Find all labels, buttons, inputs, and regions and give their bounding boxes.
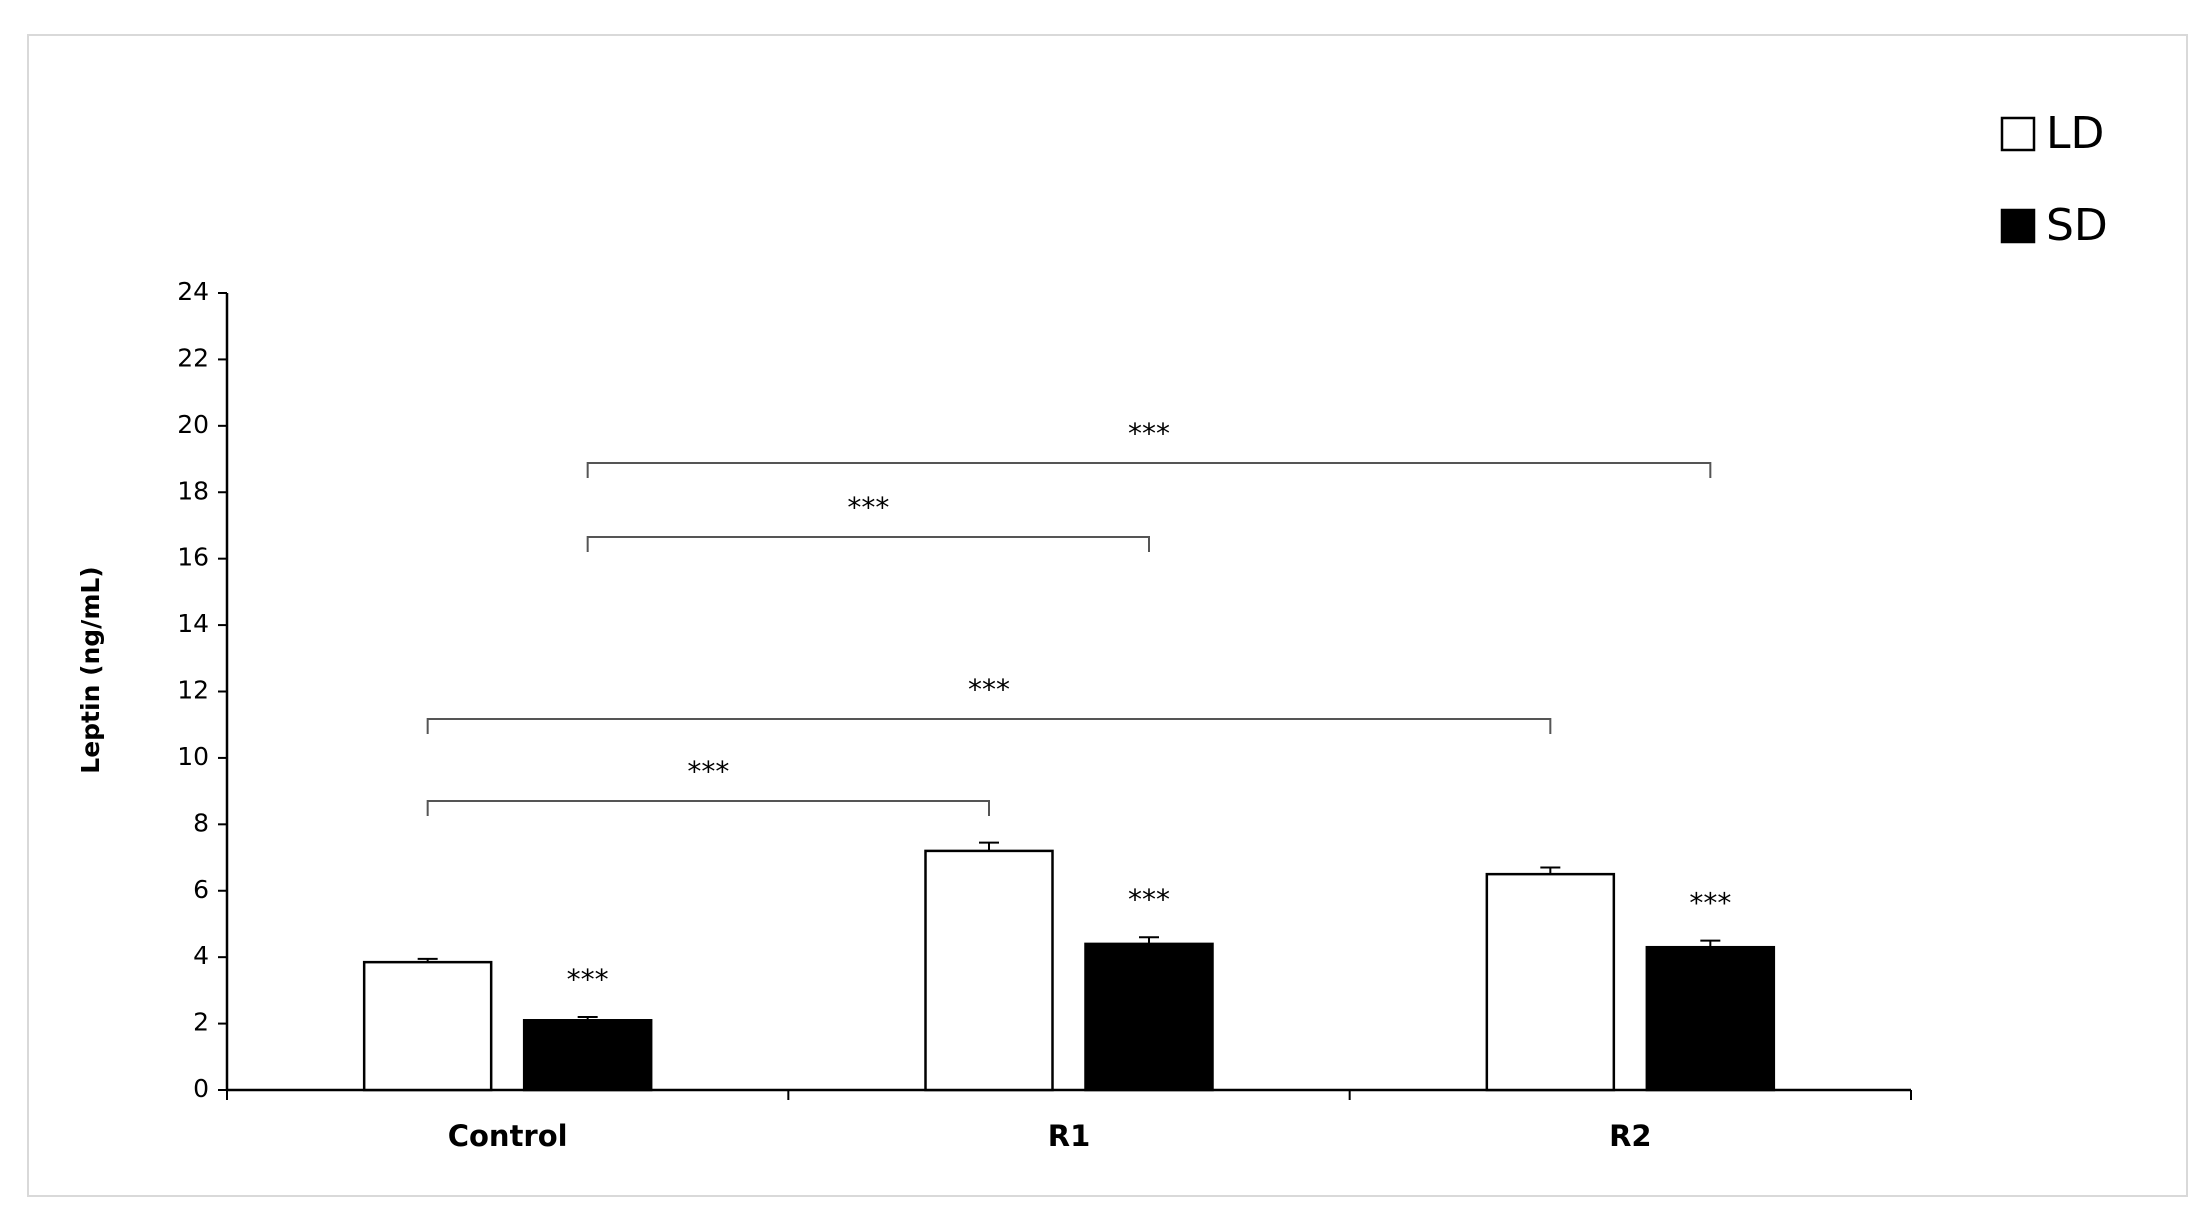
bar	[1645, 945, 1776, 1092]
legend-label: LD	[2046, 108, 2104, 159]
bar	[1485, 872, 1616, 1092]
error-bar	[979, 841, 999, 851]
error-bar	[1540, 866, 1561, 875]
bar	[924, 849, 1054, 1092]
significance-bracket	[426, 718, 1552, 734]
significance-label: ***	[567, 963, 609, 996]
significance-label: ***	[687, 755, 729, 788]
legend-swatch	[2000, 116, 2036, 152]
significance-bracket	[586, 536, 1150, 552]
significance-label: ***	[968, 673, 1010, 706]
significance-bracket	[426, 800, 990, 816]
legend-label: SD	[2046, 200, 2108, 251]
bar	[362, 960, 493, 1092]
y-tick-label: 4	[193, 941, 209, 970]
error-bar	[417, 957, 438, 963]
y-tick-label: 24	[177, 277, 209, 306]
y-tick-label: 14	[177, 609, 209, 638]
significance-bracket	[586, 462, 1712, 478]
y-tick-label: 20	[177, 410, 209, 439]
error-bar	[1139, 936, 1159, 944]
significance-label: ***	[1128, 883, 1170, 916]
y-tick-label: 6	[193, 875, 209, 904]
bar	[522, 1019, 653, 1092]
y-tick-label: 10	[177, 742, 209, 771]
y-tick-label: 22	[177, 343, 209, 372]
error-bar	[1700, 939, 1721, 948]
significance-label: ***	[1689, 887, 1731, 920]
y-tick-label: 16	[177, 543, 209, 572]
y-tick-label: 12	[177, 676, 209, 705]
legend-swatch	[2000, 208, 2036, 244]
y-tick-label: 18	[177, 476, 209, 505]
y-tick-label: 8	[193, 808, 209, 837]
chart-frame	[27, 34, 2188, 1197]
significance-label: ***	[1128, 417, 1170, 450]
x-tick-label: Control	[448, 1119, 568, 1153]
error-bar	[577, 1015, 598, 1021]
significance-label: ***	[847, 491, 889, 524]
bar	[1084, 942, 1214, 1092]
y-tick-label: 0	[193, 1074, 209, 1103]
y-axis-label: Leptin (ng/mL)	[76, 566, 105, 773]
x-tick-label: R2	[1609, 1119, 1652, 1153]
y-tick-label: 2	[193, 1008, 209, 1037]
x-tick-label: R1	[1048, 1119, 1091, 1153]
